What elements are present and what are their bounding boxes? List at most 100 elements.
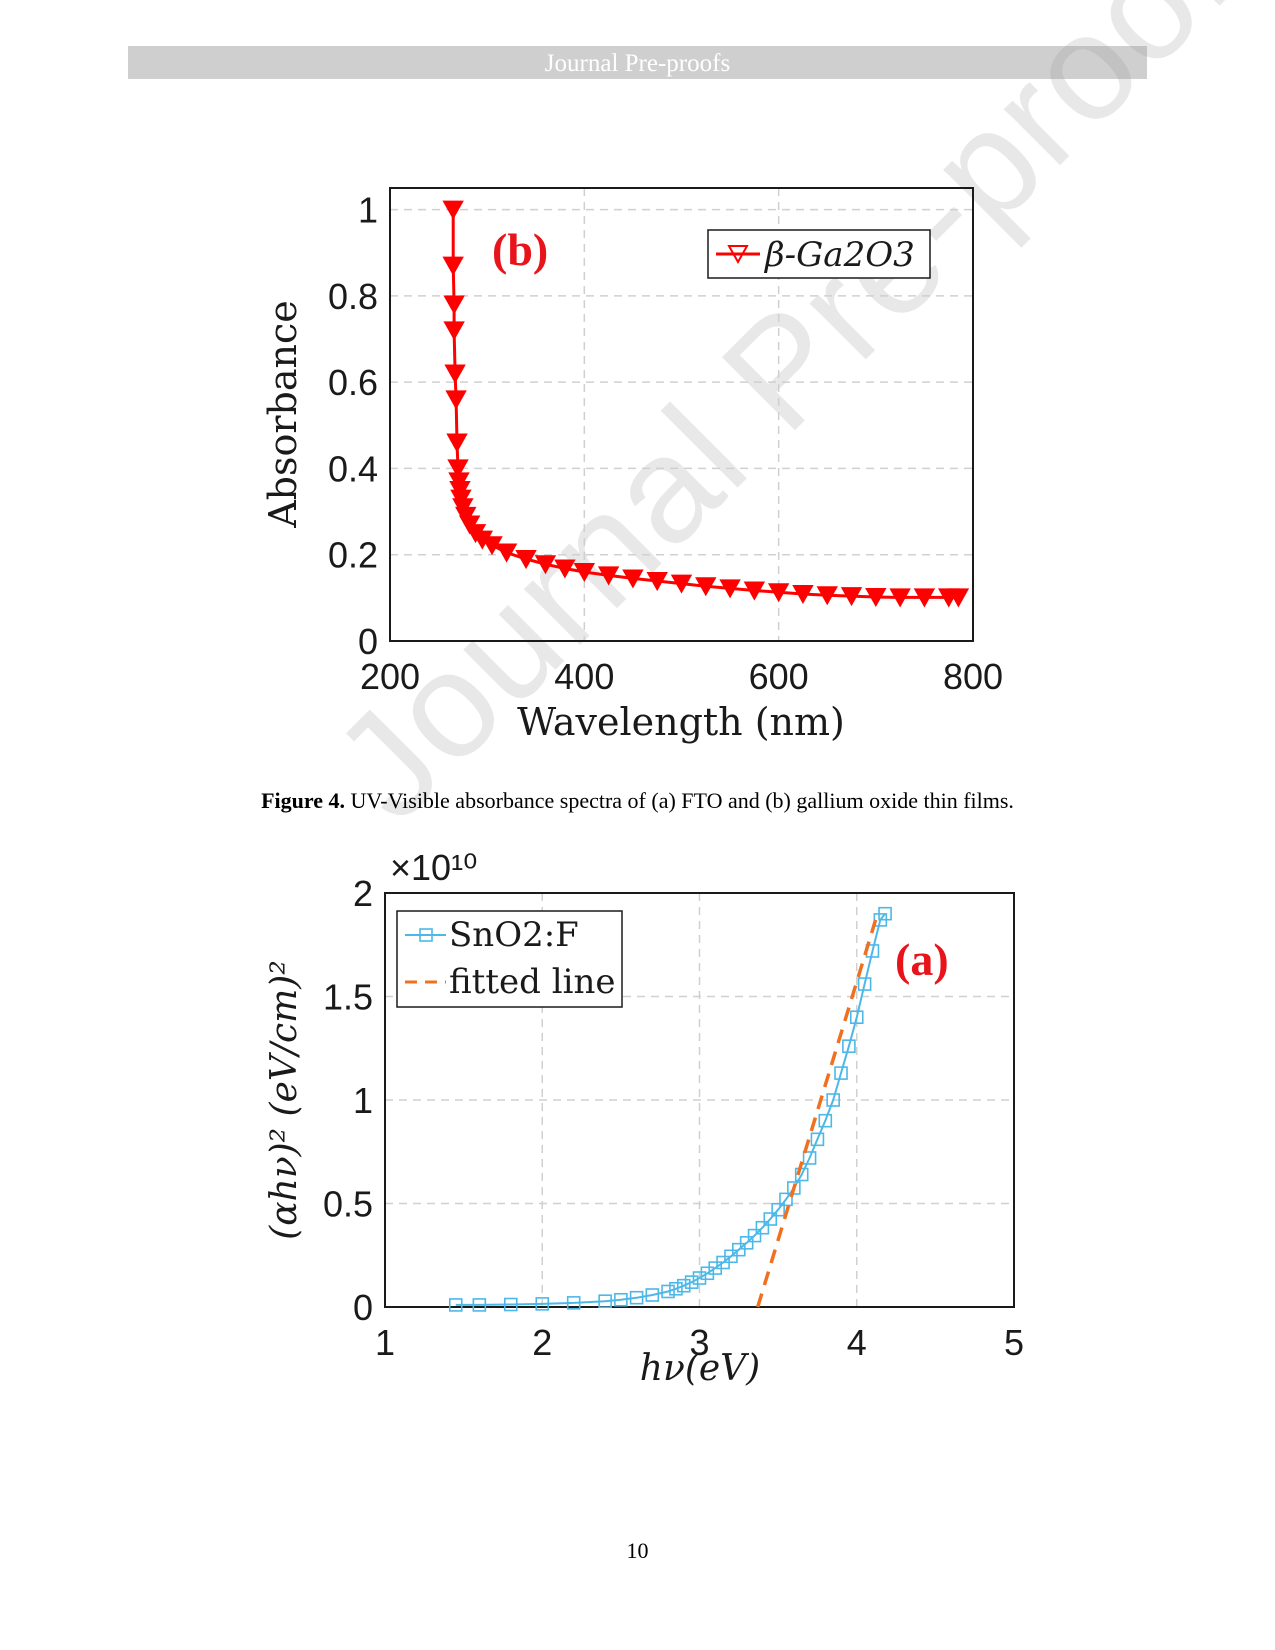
chart-b-legend: β-Ga2O3 (707, 229, 931, 279)
data-point (661, 1284, 675, 1299)
data-point (445, 390, 467, 410)
data-point (695, 577, 717, 597)
y-tick-label: 0.4 (328, 448, 378, 489)
data-point (598, 1294, 612, 1309)
data-point (849, 1010, 864, 1025)
data-point (472, 1298, 487, 1312)
data-point (442, 256, 464, 276)
data-point (947, 588, 970, 608)
data-point (629, 1290, 644, 1305)
data-point (719, 579, 741, 599)
data-point (763, 1212, 778, 1226)
data-point (878, 906, 892, 921)
data-point (779, 1192, 793, 1207)
data-point (684, 1275, 699, 1289)
page-number: 10 (626, 1538, 649, 1563)
data-point (771, 1202, 785, 1217)
chart-b-xlabel: Wavelength (nm) (517, 700, 845, 744)
journal-header-bar: Journal Pre-proofs (128, 46, 1147, 79)
chart-a-legend-marker-1 (419, 928, 433, 942)
y-tick-label: 1 (353, 1080, 373, 1121)
data-point (622, 569, 644, 589)
data-point (503, 1297, 518, 1312)
data-point (566, 1296, 581, 1310)
data-point (481, 536, 503, 556)
data-point (669, 1281, 683, 1296)
data-point (645, 1288, 660, 1302)
x-tick-label: 1 (375, 1322, 395, 1363)
y-tick-label: 0.5 (323, 1184, 373, 1225)
chart-a-legend-label-1: SnO2:F (449, 915, 579, 955)
data-point (792, 584, 814, 605)
data-point (447, 459, 469, 479)
figure-caption: Figure 4. UV-Visible absorbance spectra … (0, 788, 1275, 814)
chart-b-series (442, 200, 970, 608)
data-point (573, 562, 596, 583)
data-point (446, 433, 468, 453)
data-point (747, 1228, 762, 1243)
data-point (913, 588, 936, 608)
data-point (670, 574, 693, 594)
data-point (443, 321, 465, 341)
data-point (554, 559, 576, 579)
x-tick-label: 5 (1004, 1322, 1024, 1363)
chart-a-legend-label-2: fitted line (449, 962, 615, 1002)
chart-b-panel-label: (b) (492, 224, 548, 275)
data-point (840, 587, 863, 607)
data-point (826, 1093, 840, 1107)
data-point (614, 1292, 628, 1307)
series-line (455, 913, 886, 1306)
data-point (842, 1039, 856, 1053)
chart-b-legend-label: β-Ga2O3 (763, 235, 915, 275)
chart-b-ylabel: Absorbance (261, 300, 305, 529)
data-point (732, 1242, 746, 1257)
journal-header-text: Journal Pre-proofs (544, 50, 731, 77)
data-point (534, 555, 557, 575)
chart-b-yticks: 0 0.2 0.4 0.6 0.8 1 (328, 190, 378, 662)
chart-a-legend-box (396, 910, 623, 1008)
chart-a-panel-label: (a) (895, 934, 949, 985)
chart-b-xticks: 200 400 600 800 (360, 656, 1003, 697)
chart-a-legend: SnO2:F fitted line (396, 910, 623, 1008)
chart-a-xticks: 1 2 3 4 5 (375, 1322, 1024, 1363)
chart-b-axes-box (389, 187, 974, 642)
chart-a-ylabel: (αhν)² (eV/cm)² (264, 960, 305, 1240)
data-point (810, 1132, 825, 1147)
data-point (816, 586, 838, 606)
data-point (515, 550, 537, 570)
data-point (597, 566, 620, 586)
data-point (857, 977, 872, 991)
data-point (700, 1266, 715, 1281)
data-point (495, 543, 518, 563)
x-tick-label: 800 (943, 656, 1003, 697)
figure-caption-label: Figure 4. (261, 788, 345, 813)
chart-a: 1 2 3 4 5 0 0.5 1 1.5 2 ×10¹⁰ hν(eV) (αhν)² (eV/… (264, 847, 1024, 1389)
y-tick-label: 0.6 (328, 362, 378, 403)
y-tick-label: 0 (353, 1287, 373, 1328)
data-point (443, 295, 465, 315)
data-point (818, 1113, 833, 1128)
data-point (889, 588, 911, 608)
data-point (794, 1167, 809, 1182)
y-tick-label: 0 (358, 621, 378, 662)
data-point (834, 1066, 848, 1080)
data-point (767, 583, 790, 603)
x-tick-label: 4 (847, 1322, 867, 1363)
data-point (692, 1271, 707, 1285)
x-tick-label: 400 (554, 656, 614, 697)
chart-a-yticks: 0 0.5 1 1.5 2 (323, 873, 373, 1328)
chart-b: 200 400 600 800 0 0.2 0.4 0.6 0.8 1 Wavelength (… (261, 187, 1003, 744)
figure-caption-text: UV-Visible absorbance spectra of (a) FTO… (345, 788, 1014, 813)
x-tick-label: 600 (749, 656, 809, 697)
data-point (802, 1151, 817, 1165)
y-tick-label: 0.8 (328, 276, 378, 317)
chart-a-axes-box (384, 892, 1015, 1308)
data-point (535, 1297, 550, 1311)
data-point (442, 200, 464, 220)
y-tick-label: 0.2 (328, 535, 378, 576)
data-point (739, 1236, 754, 1250)
y-tick-label: 2 (353, 873, 373, 914)
x-tick-label: 2 (532, 1322, 552, 1363)
chart-a-series (448, 906, 892, 1312)
